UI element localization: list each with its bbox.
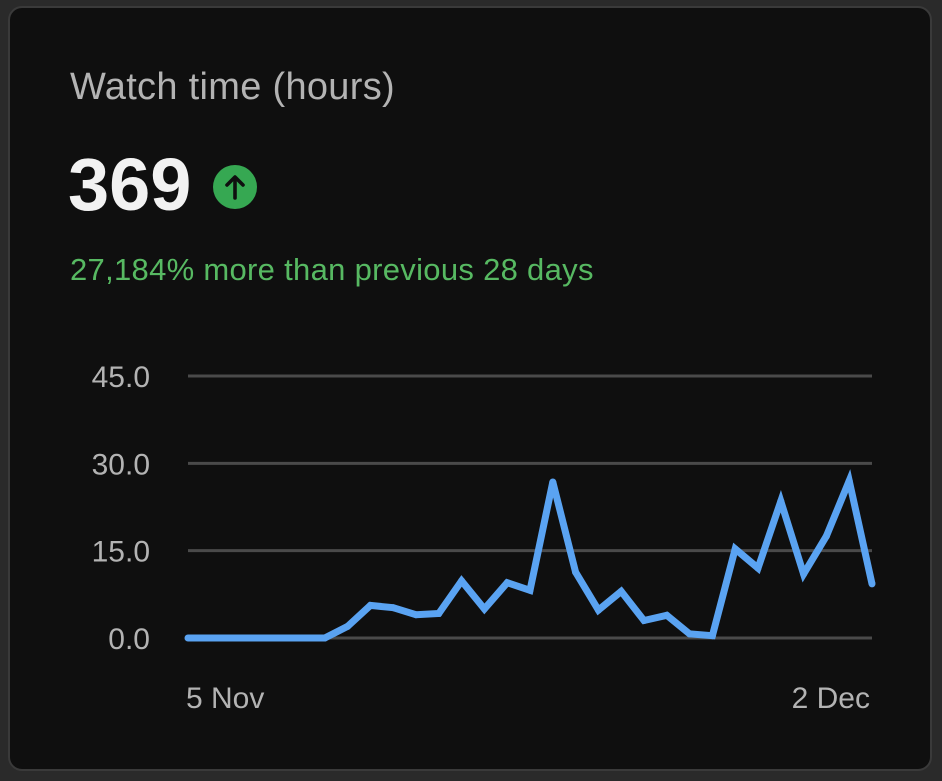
data-point — [640, 617, 648, 624]
data-point — [321, 634, 329, 642]
x-axis-ticks: 5 Nov 2 Dec — [186, 682, 870, 715]
card-title: Watch time (hours) — [70, 66, 395, 108]
data-point — [549, 478, 557, 486]
series-layer — [184, 469, 876, 642]
data-point — [663, 611, 671, 619]
data-point — [412, 611, 420, 619]
data-point — [526, 586, 534, 594]
data-point — [572, 568, 580, 576]
watch-time-card: Watch time (hours) 369 27,184% more than… — [8, 6, 932, 771]
data-point — [594, 606, 602, 614]
arrow-up-circle-icon — [213, 165, 258, 209]
data-point — [845, 477, 853, 485]
data-point — [480, 605, 488, 613]
data-point — [503, 579, 511, 587]
data-point — [686, 630, 694, 638]
data-point — [207, 634, 215, 642]
metric-value: 369 — [68, 143, 192, 226]
y-axis-ticks: 0.0 15.0 30.0 45.0 — [92, 361, 150, 656]
data-point — [275, 634, 283, 642]
y-tick-label: 30.0 — [92, 448, 150, 481]
x-tick-label: 5 Nov — [186, 682, 264, 715]
data-point — [252, 634, 260, 642]
series-line — [188, 469, 876, 642]
data-point — [458, 577, 466, 585]
data-point — [708, 632, 716, 640]
data-point — [435, 610, 443, 617]
comparison-text: 27,184% more than previous 28 days — [70, 252, 594, 287]
watch-time-line-chart: 0.0 15.0 30.0 45.0 5 Nov 2 Dec — [92, 361, 876, 715]
data-point — [617, 587, 625, 595]
gridlines — [188, 374, 872, 640]
data-point — [184, 634, 192, 642]
data-point — [868, 580, 876, 588]
metric-row: 369 — [68, 143, 258, 226]
data-point — [754, 564, 762, 572]
y-tick-label: 0.0 — [108, 623, 150, 656]
data-point — [800, 570, 808, 578]
data-point — [777, 497, 785, 505]
data-point — [298, 634, 306, 642]
data-point — [366, 601, 374, 609]
data-point — [389, 604, 397, 612]
data-point — [822, 532, 830, 540]
y-tick-label: 15.0 — [92, 536, 150, 569]
data-point — [230, 634, 238, 642]
x-tick-label: 2 Dec — [792, 682, 870, 715]
y-tick-label: 45.0 — [92, 361, 150, 394]
data-point — [731, 545, 739, 553]
data-point — [344, 622, 352, 630]
